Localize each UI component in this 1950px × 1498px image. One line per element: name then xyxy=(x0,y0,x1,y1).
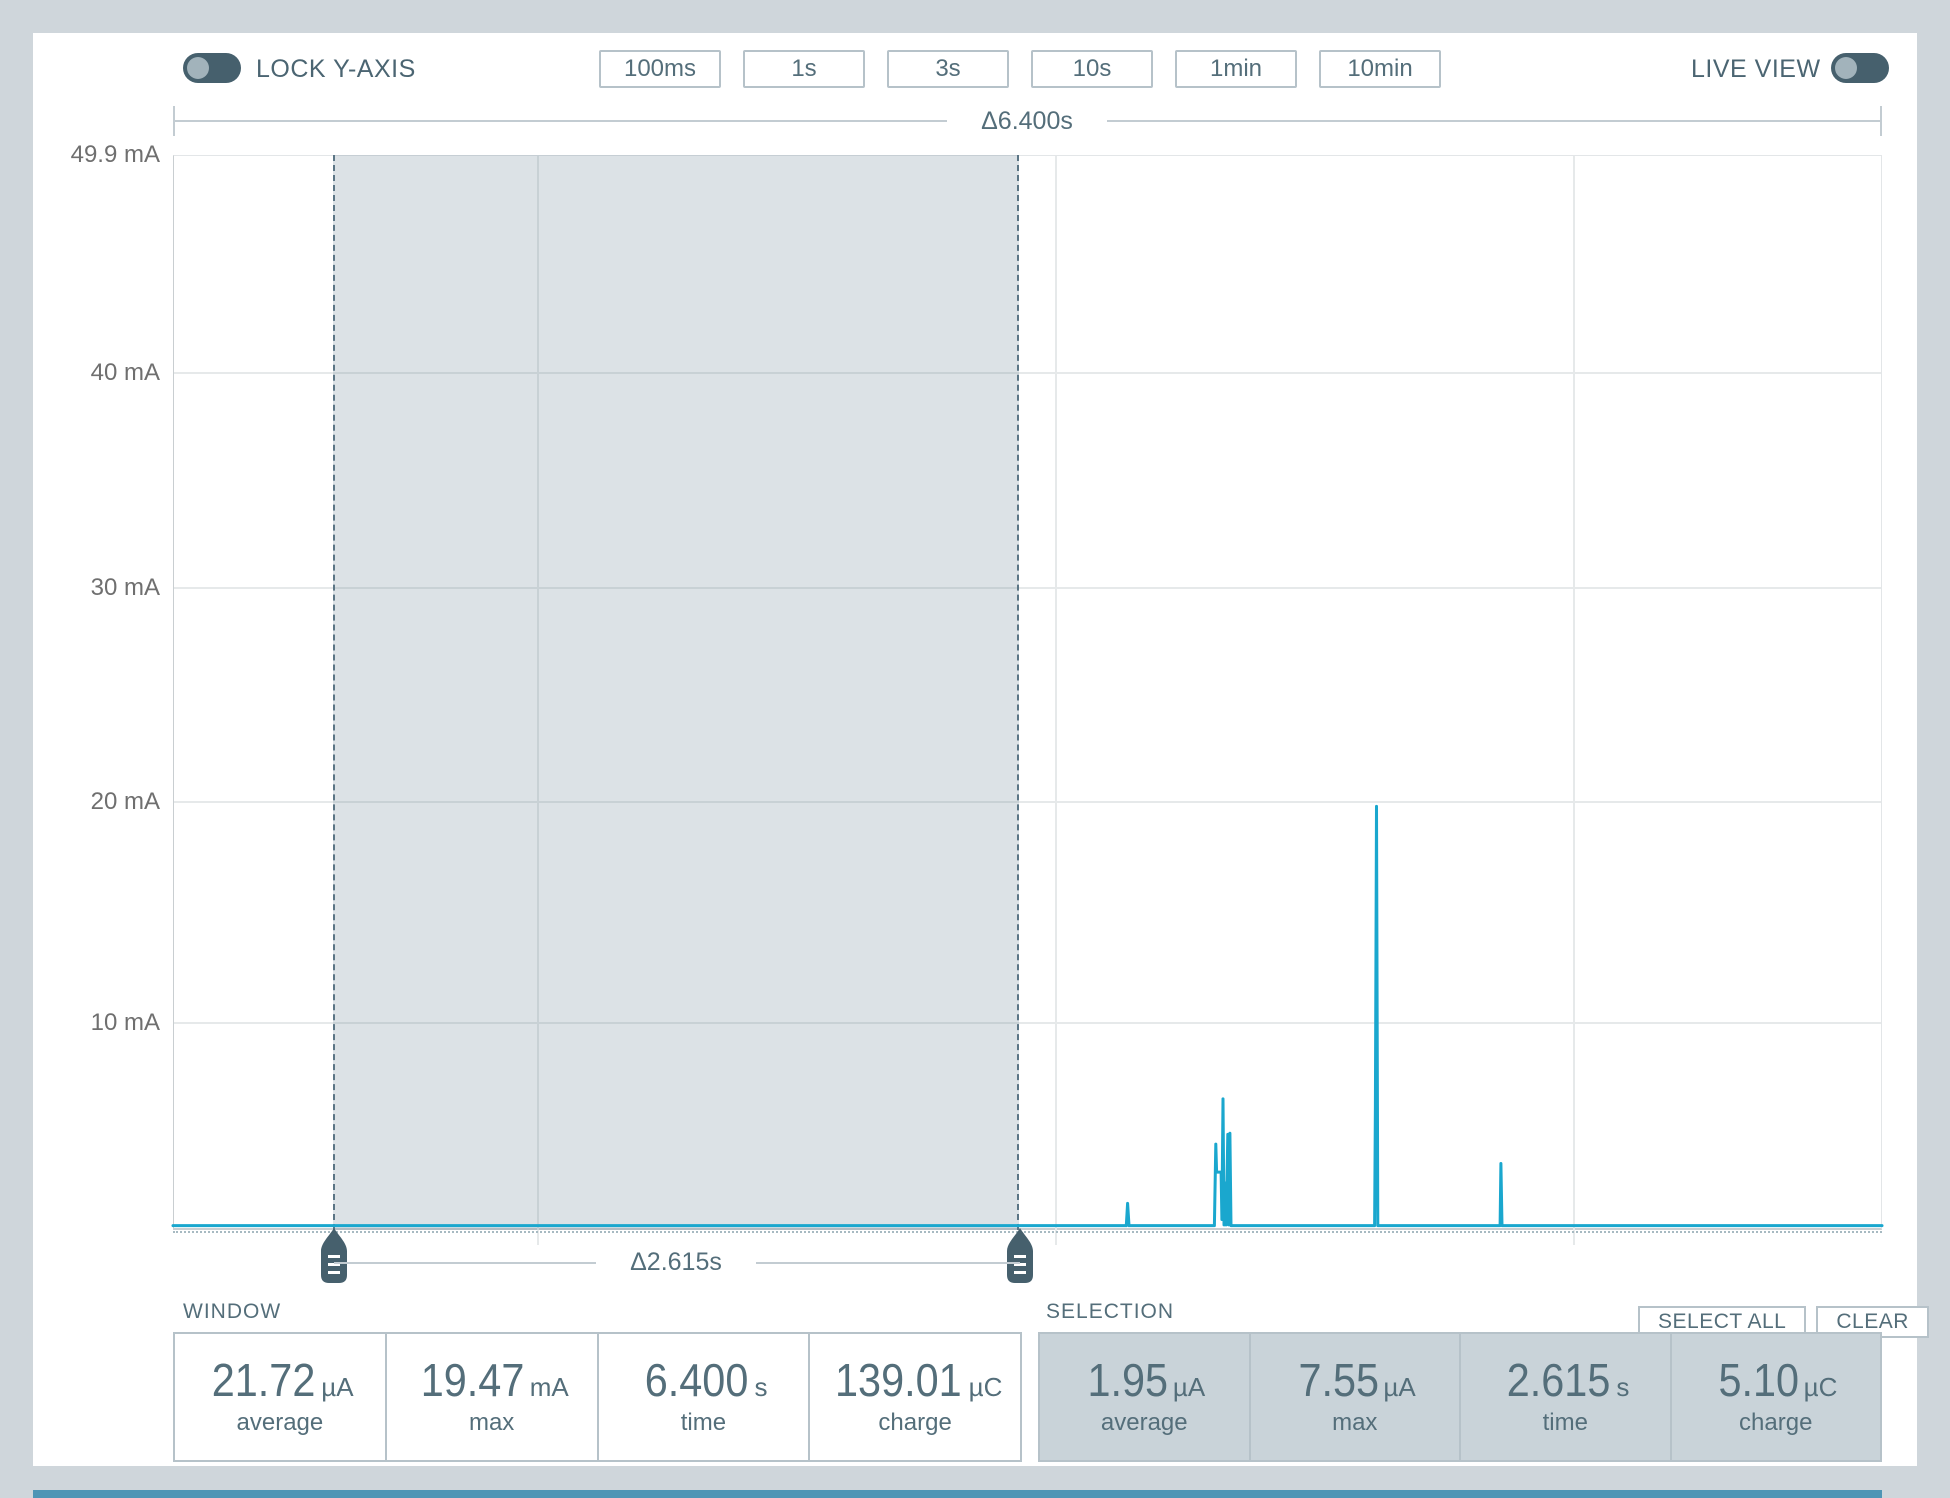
stat-label: max xyxy=(468,1409,515,1436)
drag-handle-icon xyxy=(321,1228,347,1283)
y-tick-40mA: 40 mA xyxy=(90,359,160,386)
time-button-3s[interactable]: 3s xyxy=(887,50,1009,88)
toggle-knob-icon xyxy=(1835,57,1857,79)
selection-max-stat: 7.55 µA max xyxy=(1250,1334,1461,1460)
stat-unit: µC xyxy=(968,1372,1003,1402)
window-max-stat: 19.47 mA max xyxy=(387,1334,599,1460)
gridline-40mA xyxy=(174,372,1881,374)
window-average-stat: 21.72 µA average xyxy=(175,1334,387,1460)
selection-charge-stat: 5.10 µC charge xyxy=(1671,1334,1880,1460)
window-stats-panel: 21.72 µA average 19.47 mA max 6.400 s time … xyxy=(173,1332,1022,1462)
selection-delta-label: Δ2.615s xyxy=(596,1248,756,1277)
stat-label: max xyxy=(1332,1409,1378,1436)
stat-unit: s xyxy=(1616,1372,1630,1402)
live-view-label: LIVE VIEW xyxy=(1691,55,1821,83)
time-range-button-group: 100ms 1s 3s 10s 1min 10min xyxy=(599,50,1441,88)
lock-y-axis-label: LOCK Y-AXIS xyxy=(256,55,416,83)
gridline-20mA xyxy=(174,801,1881,803)
y-tick-30mA: 30 mA xyxy=(90,574,160,601)
stat-value: 139.01 xyxy=(834,1354,962,1406)
selection-time-stat: 2.615 s time xyxy=(1461,1334,1672,1460)
gridline-30mA xyxy=(174,587,1881,589)
horizontal-scrollbar[interactable] xyxy=(33,1490,1882,1498)
drag-handle-icon xyxy=(1007,1228,1033,1283)
time-axis-minor-ticks xyxy=(173,1231,1882,1233)
time-button-10min[interactable]: 10min xyxy=(1319,50,1441,88)
stat-label: time xyxy=(680,1409,727,1436)
time-button-10s[interactable]: 10s xyxy=(1031,50,1153,88)
stat-label: time xyxy=(1542,1409,1588,1436)
stat-label: charge xyxy=(1739,1409,1813,1436)
selection-stats-panel: 1.95 µA average 7.55 µA max 2.615 s time 5.… xyxy=(1038,1332,1882,1462)
time-button-100ms[interactable]: 100ms xyxy=(599,50,721,88)
time-gridline-3 xyxy=(1573,156,1575,1245)
y-tick-10mA: 10 mA xyxy=(90,1009,160,1036)
window-delta-label: Δ6.400s xyxy=(947,107,1107,136)
time-gridline-2 xyxy=(1055,156,1057,1245)
selection-panel-title: SELECTION xyxy=(1046,1300,1175,1323)
current-trace-line xyxy=(171,804,1884,1228)
stat-unit: µA xyxy=(321,1372,354,1402)
window-panel-title: WINDOW xyxy=(183,1300,282,1323)
stat-label: average xyxy=(236,1409,324,1436)
window-charge-stat: 139.01 µC charge xyxy=(810,1334,1020,1460)
lock-y-axis-toggle[interactable] xyxy=(183,53,241,83)
y-tick-20mA: 20 mA xyxy=(90,788,160,815)
stat-unit: mA xyxy=(529,1372,569,1402)
selection-average-stat: 1.95 µA average xyxy=(1040,1334,1251,1460)
toggle-knob-icon xyxy=(187,57,209,79)
window-span-bracket-right-cap xyxy=(1880,106,1882,136)
stat-value: 1.95 xyxy=(1087,1354,1169,1406)
stat-value: 19.47 xyxy=(420,1354,524,1406)
window-time-stat: 6.400 s time xyxy=(599,1334,811,1460)
selection-region[interactable] xyxy=(333,155,1019,1230)
stat-unit: µA xyxy=(1383,1372,1416,1402)
chart-card xyxy=(33,33,1917,1466)
stat-value: 7.55 xyxy=(1298,1354,1379,1406)
stat-value: 6.400 xyxy=(645,1354,749,1406)
window-span-bracket-left-cap xyxy=(173,106,175,136)
stat-value: 2.615 xyxy=(1506,1354,1611,1406)
time-gridline-1 xyxy=(537,156,539,1245)
selection-handle-right[interactable] xyxy=(1007,1228,1033,1284)
selection-handle-left[interactable] xyxy=(321,1228,347,1284)
stat-unit: s xyxy=(754,1372,768,1402)
stat-unit: µA xyxy=(1172,1372,1206,1402)
live-view-toggle[interactable] xyxy=(1831,53,1889,83)
time-button-1s[interactable]: 1s xyxy=(743,50,865,88)
y-tick-49-9mA: 49.9 mA xyxy=(70,141,160,168)
gridline-10mA xyxy=(174,1022,1881,1024)
time-button-1min[interactable]: 1min xyxy=(1175,50,1297,88)
plot-area[interactable] xyxy=(173,155,1882,1245)
stat-value: 21.72 xyxy=(211,1354,316,1406)
stat-label: average xyxy=(1100,1409,1188,1436)
stat-label: charge xyxy=(878,1409,952,1436)
stat-unit: µC xyxy=(1803,1372,1838,1402)
stat-value: 5.10 xyxy=(1718,1354,1800,1406)
